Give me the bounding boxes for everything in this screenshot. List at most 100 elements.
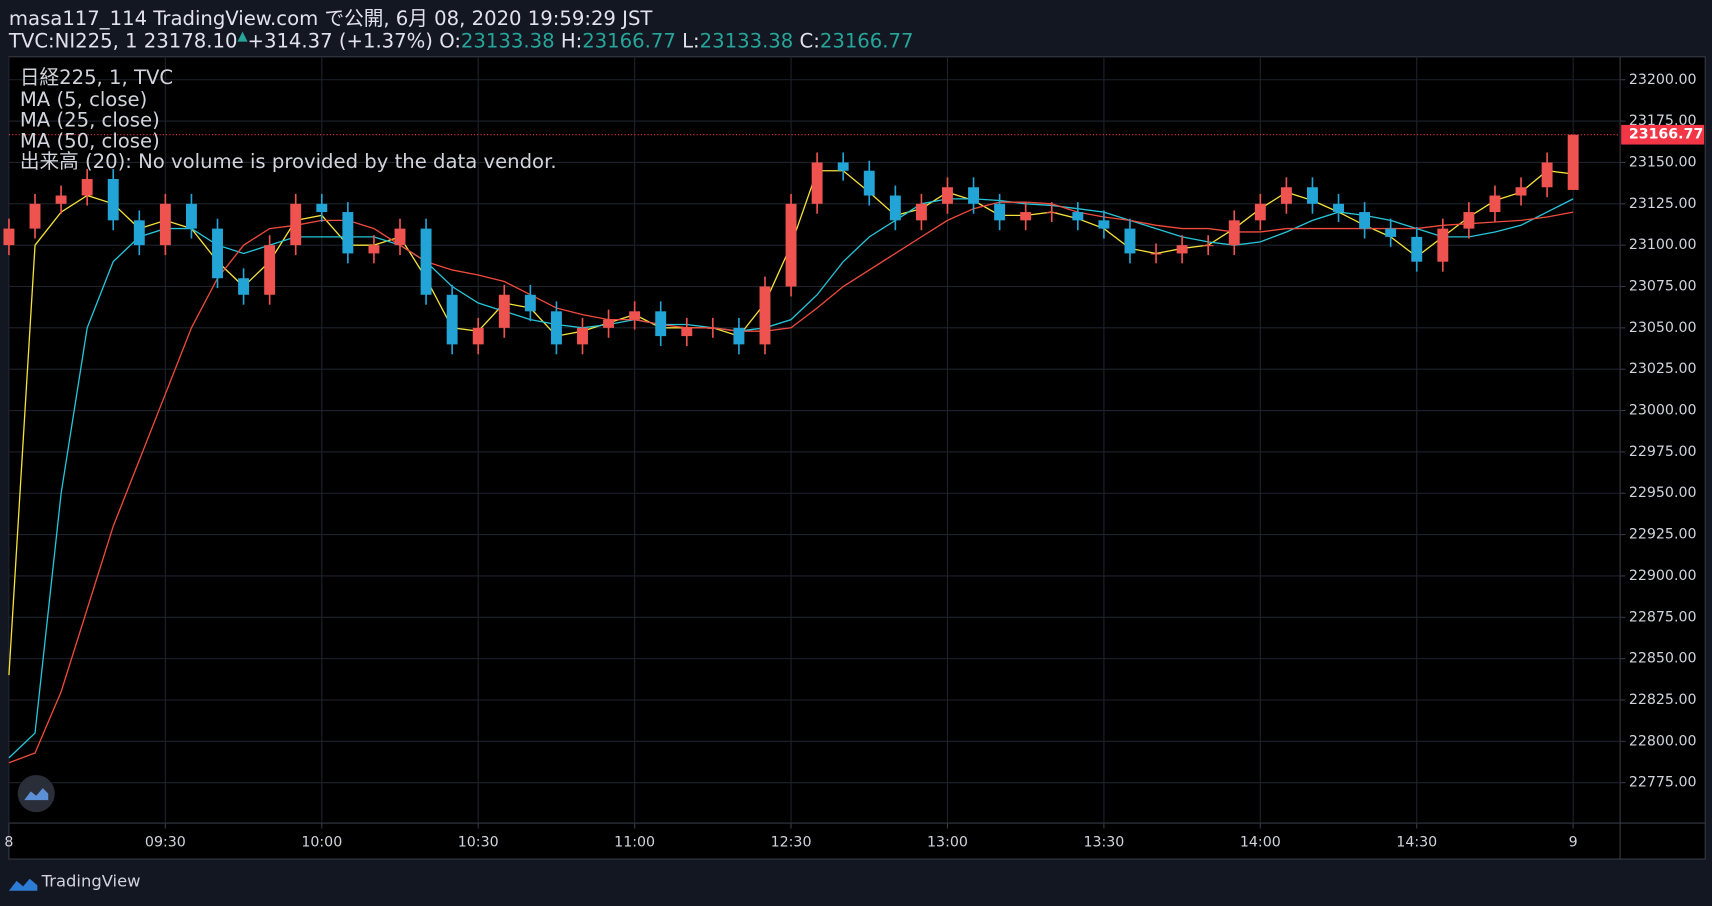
c-label: C: <box>800 29 820 52</box>
candle-body <box>446 294 458 345</box>
candle-body <box>550 311 562 345</box>
candle-body <box>185 203 197 229</box>
h-label: H: <box>561 29 582 52</box>
l-value: 23133.38 <box>700 29 794 52</box>
legend: 日経225, 1, TVC MA (5, close) MA (25, clos… <box>20 66 557 173</box>
candle-body <box>1463 212 1475 229</box>
x-tick-label: 12:30 <box>771 835 812 851</box>
l-label: L: <box>682 29 700 52</box>
candle-body <box>759 286 771 345</box>
candle-body <box>915 203 927 221</box>
x-tick-label: 10:30 <box>458 835 499 851</box>
logo-icon <box>24 788 49 801</box>
grid <box>8 56 1621 824</box>
x-tick-label: 13:00 <box>927 835 968 851</box>
candle-body <box>1359 212 1371 229</box>
candle-body <box>863 170 875 196</box>
legend-item: MA (50, close) <box>20 129 160 152</box>
candle-body <box>629 311 641 320</box>
candle-body <box>733 327 745 345</box>
candle-body <box>342 212 354 254</box>
candle-body <box>1280 187 1292 204</box>
change: +314.37 (+1.37%) <box>248 29 433 52</box>
x-tick-label: 8 <box>4 835 13 851</box>
x-tick-label: 14:30 <box>1396 835 1437 851</box>
y-tick-label: 23000.00 <box>1629 403 1697 419</box>
candle-body <box>1437 228 1449 262</box>
candle-body <box>420 228 432 295</box>
footer-icon <box>8 878 38 891</box>
candle-body <box>1489 195 1501 213</box>
candle-body <box>133 220 145 246</box>
candle-body <box>994 203 1006 221</box>
candle-body <box>1124 228 1136 254</box>
candle-body <box>212 228 223 279</box>
candle-body <box>889 195 901 221</box>
y-tick-label: 23125.00 <box>1629 196 1697 212</box>
candles <box>3 134 1579 355</box>
ma-line <box>8 201 1574 764</box>
candle-body <box>394 228 406 246</box>
candle-body <box>524 294 536 312</box>
candle-body <box>1567 134 1579 190</box>
y-tick-label: 22825.00 <box>1629 692 1697 708</box>
x-tick-label: 11:00 <box>614 835 655 851</box>
candle-body <box>1254 203 1266 221</box>
candle-body <box>498 294 510 328</box>
candle-body <box>1411 236 1423 262</box>
legend-item: MA (25, close) <box>20 109 160 132</box>
candle-body <box>1098 220 1110 229</box>
header-line1: masa117_114 TradingView.com で公開, 6月 08, … <box>9 7 653 30</box>
legend-item: 日経225, 1, TVC <box>20 66 173 89</box>
x-tick-label: 09:30 <box>145 835 186 851</box>
x-tick-label: 13:30 <box>1083 835 1124 851</box>
candle-body <box>81 178 93 196</box>
chart-frame <box>8 56 1706 860</box>
y-tick-label: 23025.00 <box>1629 361 1697 377</box>
o-value: 23133.38 <box>461 29 555 52</box>
y-tick-label: 23100.00 <box>1629 237 1697 253</box>
y-tick-label: 23050.00 <box>1629 320 1697 336</box>
candle-body <box>159 203 171 246</box>
candle-body <box>707 327 719 329</box>
candle-body <box>1202 245 1214 247</box>
candle-body <box>238 278 250 295</box>
legend-item: 出来高 (20): No volume is provided by the d… <box>20 150 557 173</box>
y-tick-label: 23075.00 <box>1629 278 1697 294</box>
candle-body <box>785 203 797 287</box>
candle-body <box>1541 162 1553 188</box>
candle-body <box>316 203 328 213</box>
candle-body <box>1020 212 1032 221</box>
y-tick-label: 22875.00 <box>1629 609 1697 625</box>
candle-body <box>837 162 849 171</box>
candle-body <box>681 327 693 337</box>
legend-item: MA (5, close) <box>20 88 147 111</box>
axes: 22775.00 22800.00 22825.00 22850.00 22875.00… <box>4 72 1705 851</box>
o-label: O: <box>439 29 461 52</box>
y-tick-label: 22800.00 <box>1629 733 1697 749</box>
candle-body <box>1307 187 1318 204</box>
candle-body <box>472 327 484 345</box>
h-value: 23166.77 <box>582 29 676 52</box>
candle-body <box>107 178 119 221</box>
x-tick-label: 9 <box>1569 835 1578 851</box>
last-price-label: 23166.77 <box>1629 127 1704 143</box>
candle-body <box>811 162 823 204</box>
candle-body <box>1333 203 1344 213</box>
candle-body <box>29 203 41 229</box>
y-tick-label: 22900.00 <box>1629 568 1697 584</box>
y-tick-label: 22975.00 <box>1629 444 1697 460</box>
y-tick-label: 22925.00 <box>1629 527 1697 543</box>
symbol: TVC:NI225, 1 <box>8 29 138 52</box>
candle-body <box>368 245 380 254</box>
candle-body <box>655 311 667 337</box>
y-tick-label: 22850.00 <box>1629 651 1697 667</box>
candle-body <box>577 327 588 345</box>
candle-body <box>942 187 953 204</box>
logo-button[interactable] <box>17 775 55 813</box>
candle-body <box>603 319 615 328</box>
candle-body <box>55 195 67 204</box>
x-tick-label: 14:00 <box>1240 835 1281 851</box>
x-tick-label: 10:00 <box>301 835 342 851</box>
